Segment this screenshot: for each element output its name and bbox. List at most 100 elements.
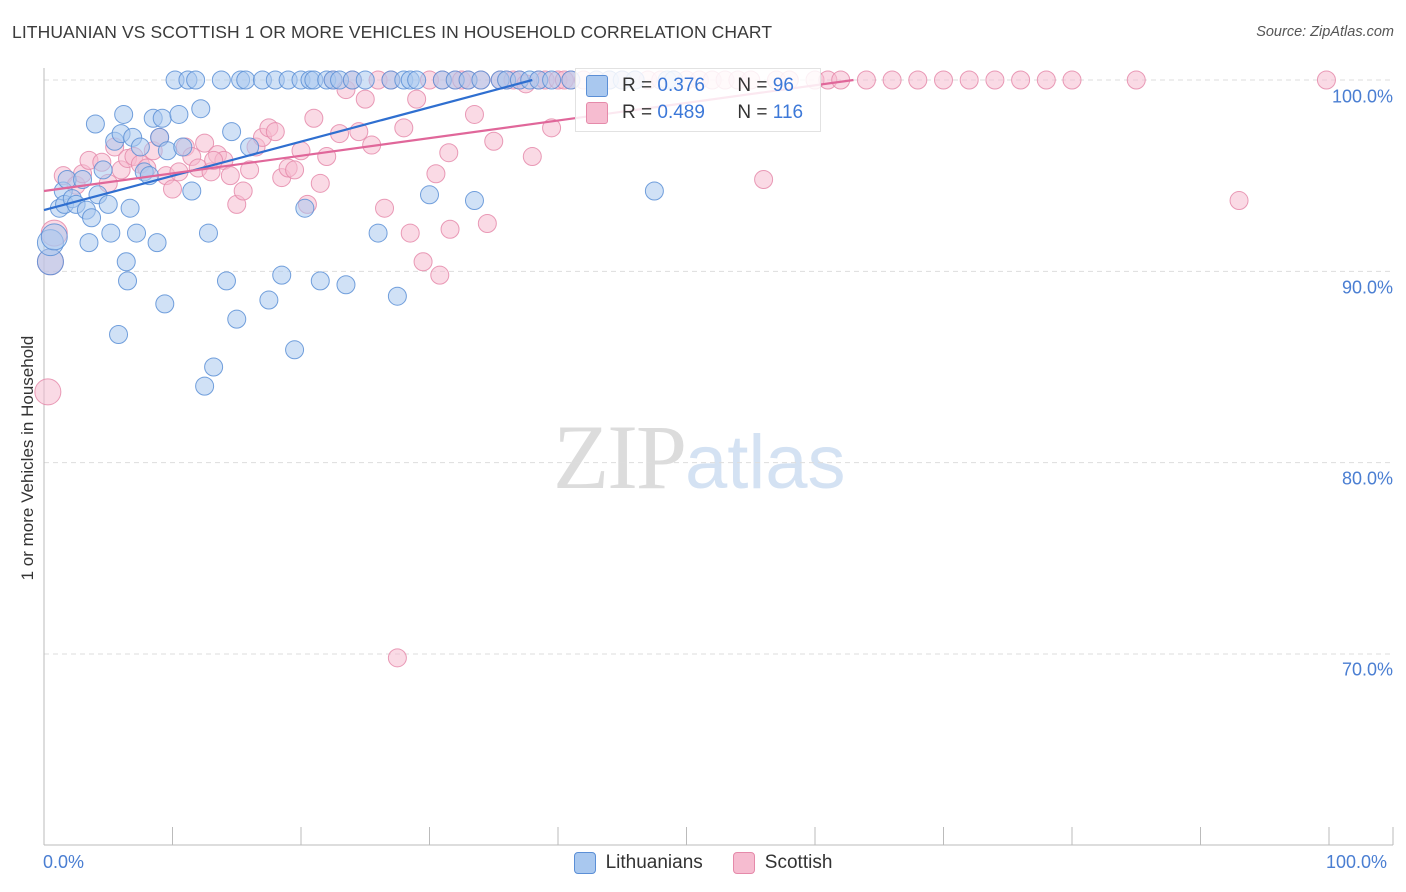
scottish-point (394, 118, 414, 138)
scottish-point (265, 122, 285, 142)
lithuanians-point (236, 70, 256, 90)
lithuanians-point (336, 275, 356, 295)
scottish-point (440, 219, 460, 239)
scottish-point (1011, 70, 1031, 90)
scottish-point (387, 648, 407, 668)
legend-item-lithuanians[interactable]: Lithuanians (573, 852, 703, 874)
lithuanians-point (152, 108, 172, 128)
scottish-point (484, 131, 504, 151)
lithuanians-point (195, 376, 215, 396)
scottish-point (934, 70, 953, 90)
legend-item-scottish[interactable]: Scottish (732, 852, 833, 874)
x-tick-label-100: 100.0% (1326, 852, 1388, 872)
n-value: 116 (772, 102, 804, 123)
scottish-point (355, 89, 375, 109)
legend-label-scottish: Scottish (764, 852, 833, 873)
n-label: N = (737, 102, 768, 123)
lithuanians-point (285, 340, 305, 360)
lithuanians-point (147, 233, 167, 253)
lithuanians-point (173, 137, 193, 157)
legend-row-lithuanians: R = 0.376 N = 96 (586, 75, 794, 97)
y-tick-label-100: 100.0% (1331, 86, 1393, 107)
scottish-point (204, 150, 224, 170)
lithuanians-point (204, 357, 224, 377)
scottish-point (220, 166, 240, 186)
lithuanians-point (116, 252, 136, 272)
scottish-point (985, 70, 1005, 90)
lithuanians-point (407, 70, 427, 90)
scottish-point (430, 265, 450, 285)
lithuanians-point (542, 70, 562, 90)
scottish-point (1126, 70, 1146, 90)
scottish-point (754, 169, 774, 189)
scottish-point (477, 214, 497, 233)
scottish-point (285, 160, 305, 180)
scottish-point (240, 160, 260, 180)
lithuanians-point (191, 99, 211, 119)
y-tick-label-80: 80.0% (1341, 468, 1393, 489)
scottish-point (1062, 70, 1082, 90)
lithuanians-point (130, 137, 150, 157)
lithuanians-point (40, 223, 68, 251)
lithuanians-point (98, 194, 118, 214)
r-label: R = (622, 75, 653, 96)
n-value: 96 (772, 75, 794, 96)
lithuanians-point (310, 271, 330, 291)
scottish-point (882, 70, 902, 90)
lithuanians-point (198, 223, 218, 243)
lithuanians-point (259, 290, 279, 310)
lithuanians-point (222, 122, 242, 142)
r-value: 0.376 (657, 75, 705, 96)
scottish-point (439, 143, 459, 163)
lithuanians-point (295, 198, 315, 218)
lithuanians-point (182, 181, 202, 201)
scottish-swatch (586, 102, 608, 124)
bottom-legend: Lithuanians Scottish (0, 852, 1406, 874)
scottish-point (407, 89, 427, 109)
legend-label-lithuanians: Lithuanians (605, 852, 703, 873)
scottish-point (1229, 191, 1249, 211)
scottish-point (1316, 70, 1336, 90)
scottish-point (426, 164, 446, 184)
scottish-point (163, 179, 182, 199)
lithuanians-points (36, 70, 684, 396)
lithuanians-point (368, 223, 388, 243)
y-tick-label-90: 90.0% (1341, 277, 1393, 298)
scottish-point (856, 70, 876, 90)
source-label: Source: ZipAtlas.com (1256, 24, 1394, 40)
lithuanians-point (101, 223, 121, 243)
lithuanians-legend-swatch (573, 852, 596, 874)
scottish-point (400, 223, 420, 243)
lithuanians-point (387, 286, 407, 306)
lithuanians-point (79, 233, 99, 253)
scottish-point (195, 133, 215, 153)
n-label: N = (737, 75, 768, 96)
lithuanians-point (169, 104, 189, 124)
lithuanians-point (216, 271, 236, 291)
lithuanians-point (120, 198, 140, 218)
lithuanians-trend-line (43, 78, 533, 212)
x-tick-label-0: 0.0% (43, 852, 85, 872)
y-tick-label-70: 70.0% (1341, 659, 1393, 680)
y-axis-label: 1 or more Vehicles in Household (18, 335, 37, 581)
scottish-point (1036, 70, 1056, 90)
lithuanians-point (644, 181, 664, 201)
lithuanians-point (82, 208, 102, 228)
scottish-point (522, 147, 542, 167)
scottish-point (542, 118, 562, 138)
lithuanians-point (272, 265, 292, 285)
scottish-point (413, 252, 433, 272)
scottish-point (464, 104, 484, 124)
scottish-point (959, 70, 979, 90)
lithuanians-point (464, 191, 484, 211)
lithuanians-point (93, 160, 113, 180)
r-label: R = (622, 102, 653, 123)
lithuanians-point (471, 70, 491, 90)
lithuanians-point (85, 114, 105, 134)
lithuanians-point (355, 70, 375, 90)
r-value: 0.489 (657, 102, 705, 123)
scottish-legend-swatch (732, 852, 755, 874)
scottish-point (304, 108, 324, 128)
lithuanians-point (118, 271, 138, 291)
